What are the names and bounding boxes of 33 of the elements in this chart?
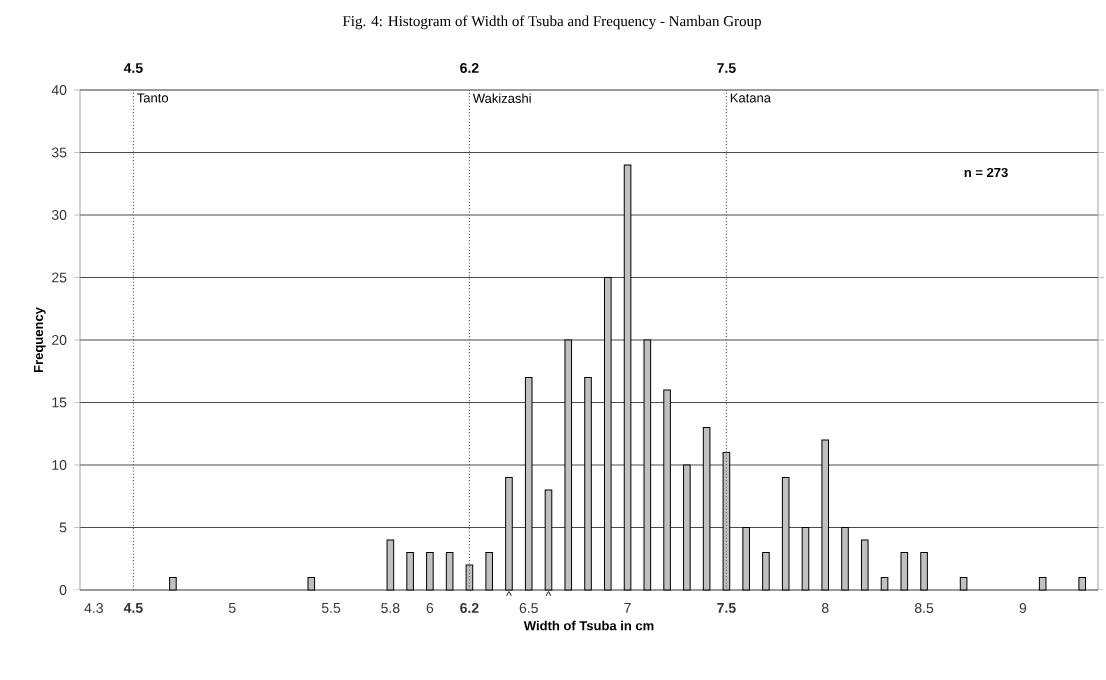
bar xyxy=(920,552,928,591)
bar xyxy=(386,539,395,591)
bar xyxy=(643,339,652,591)
bar xyxy=(426,552,434,591)
bar xyxy=(169,577,177,591)
bar xyxy=(841,527,849,591)
bar xyxy=(584,377,592,591)
bar xyxy=(524,377,533,591)
bar xyxy=(445,552,454,591)
bar xyxy=(465,564,474,591)
bar xyxy=(742,527,750,591)
bar xyxy=(1038,577,1047,591)
bar xyxy=(505,477,513,591)
bar xyxy=(485,552,493,591)
bar xyxy=(663,389,671,591)
bar xyxy=(801,527,810,591)
bar xyxy=(307,577,316,591)
bar xyxy=(603,277,612,591)
bar xyxy=(762,552,770,591)
bar xyxy=(880,577,889,591)
bar xyxy=(702,427,711,591)
bar xyxy=(564,339,573,591)
bar xyxy=(860,539,869,591)
bar xyxy=(1078,577,1087,591)
bar xyxy=(781,477,790,591)
bar xyxy=(821,439,830,591)
bar xyxy=(683,464,691,591)
bar xyxy=(544,489,553,591)
bar xyxy=(900,552,909,591)
bar xyxy=(623,164,632,591)
bar xyxy=(722,451,731,591)
bar xyxy=(406,552,414,591)
bar xyxy=(959,577,968,591)
